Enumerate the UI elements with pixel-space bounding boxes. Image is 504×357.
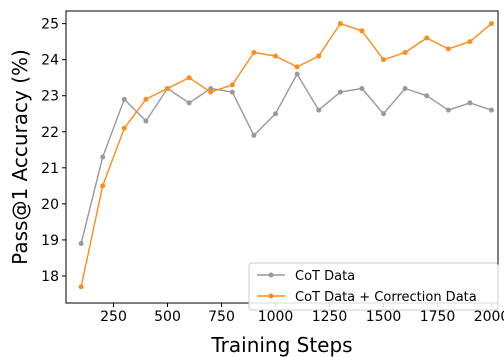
series-line-cot-correction-data: [80, 22, 492, 287]
data-point-cot-data: [424, 93, 430, 99]
data-point-cot-data: [78, 241, 84, 247]
data-point-cot-data: [337, 89, 343, 95]
data-point-cot-correction-data: [359, 28, 365, 34]
x-tick-label: 1750: [420, 309, 456, 325]
y-tick-label: 22: [41, 125, 59, 141]
x-tick-label: 750: [208, 309, 235, 325]
x-tick-label: 1500: [366, 309, 402, 325]
data-point-cot-data: [467, 100, 473, 106]
y-tick-label: 21: [41, 161, 59, 177]
y-tick-label: 23: [41, 89, 59, 105]
data-point-cot-correction-data: [424, 35, 430, 41]
data-point-cot-data: [273, 111, 279, 117]
y-axis-title: Pass@1 Accuracy (%): [8, 49, 32, 265]
legend-label-cot-data: CoT Data: [295, 269, 355, 284]
data-point-cot-correction-data: [229, 82, 235, 88]
series-layer: [78, 21, 495, 290]
legend-label-cot-correction-data: CoT Data + Correction Data: [295, 290, 477, 305]
x-tick-label: 500: [154, 309, 181, 325]
y-tick-label: 19: [41, 233, 59, 249]
series-line-cot-data: [80, 73, 492, 244]
data-point-cot-correction-data: [467, 39, 473, 45]
x-tick-label: 1000: [258, 309, 294, 325]
data-point-cot-correction-data: [489, 21, 495, 27]
data-point-cot-correction-data: [165, 86, 171, 92]
legend: CoT Data CoT Data + Correction Data: [248, 262, 499, 311]
data-point-cot-correction-data: [445, 46, 451, 52]
data-point-cot-correction-data: [121, 125, 127, 131]
y-tick-label: 18: [41, 269, 59, 285]
data-point-cot-correction-data: [208, 89, 214, 95]
data-point-cot-data: [251, 132, 257, 138]
x-axis-title: Training Steps: [210, 333, 352, 357]
data-point-cot-correction-data: [316, 53, 322, 59]
data-point-cot-data: [316, 107, 322, 113]
x-tick-label: 2000: [474, 309, 504, 325]
y-tick-label: 24: [41, 53, 59, 69]
data-point-cot-data: [381, 111, 387, 117]
data-point-cot-data: [121, 96, 127, 102]
data-point-cot-data: [208, 86, 214, 92]
y-tick-label: 20: [41, 197, 59, 213]
data-point-cot-correction-data: [273, 53, 279, 59]
data-point-cot-correction-data: [402, 49, 408, 55]
data-point-cot-correction-data: [337, 21, 343, 27]
data-point-cot-data: [229, 89, 235, 95]
data-point-cot-data: [186, 100, 192, 106]
data-point-cot-data: [294, 71, 300, 77]
x-tick-label: 1250: [312, 309, 348, 325]
y-tick-label: 25: [41, 17, 59, 33]
data-point-cot-correction-data: [100, 183, 106, 189]
x-axis-ticks: 250 500 750 1000 1250 1500 1750 2000: [100, 303, 504, 325]
data-point-cot-data: [359, 86, 365, 92]
data-point-cot-data: [143, 118, 149, 124]
legend-marker-cot-data: [268, 272, 274, 278]
data-point-cot-correction-data: [143, 96, 149, 102]
data-point-cot-data: [489, 107, 495, 113]
data-point-cot-correction-data: [186, 75, 192, 81]
data-point-cot-data: [445, 107, 451, 113]
data-point-cot-correction-data: [251, 49, 257, 55]
data-point-cot-correction-data: [294, 64, 300, 70]
data-point-cot-correction-data: [78, 284, 84, 290]
x-tick-label: 250: [100, 309, 127, 325]
data-point-cot-data: [100, 154, 106, 160]
y-axis-ticks: 18 19 20 21 22 23 24 25: [41, 17, 66, 285]
data-point-cot-correction-data: [381, 57, 387, 63]
legend-marker-cot-correction-data: [268, 293, 274, 299]
data-point-cot-data: [402, 86, 408, 92]
legend-box: [248, 262, 499, 311]
